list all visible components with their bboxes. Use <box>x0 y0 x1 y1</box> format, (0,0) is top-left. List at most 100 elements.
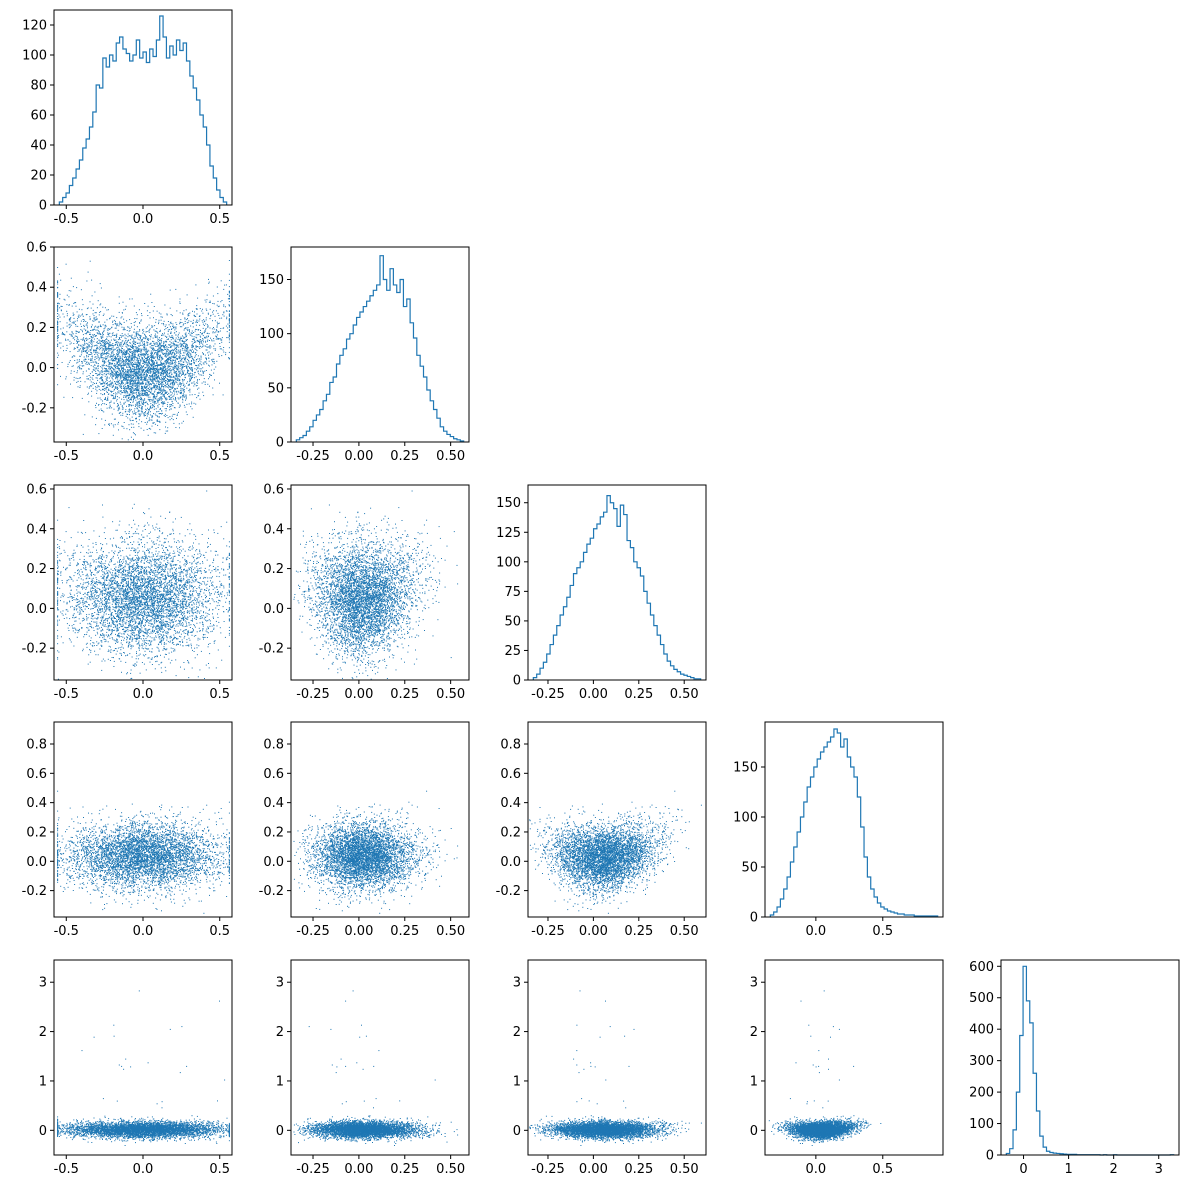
scatter-point <box>159 348 160 349</box>
scatter-point <box>172 323 173 324</box>
scatter-point <box>227 327 228 328</box>
scatter-point <box>216 329 217 330</box>
histogram-step-line <box>1006 966 1173 1155</box>
scatter-point <box>192 377 193 378</box>
scatter-point <box>201 343 202 344</box>
scatter-point <box>102 377 103 378</box>
scatter-point <box>163 377 164 378</box>
scatter-point <box>127 356 128 357</box>
scatter-point <box>172 384 173 385</box>
scatter-point <box>91 344 92 345</box>
scatter-point <box>159 357 160 358</box>
scatter-point <box>132 369 133 370</box>
y-tick-label: 25 <box>504 644 521 659</box>
scatter-point <box>105 420 106 421</box>
scatter-point <box>157 357 158 358</box>
scatter-point <box>90 354 91 355</box>
scatter-point <box>121 342 122 343</box>
scatter-point <box>125 391 126 392</box>
y-tick-label: 120 <box>22 19 47 34</box>
scatter-point <box>169 329 170 330</box>
scatter-point <box>71 331 72 332</box>
scatter-point <box>173 398 174 399</box>
scatter-point <box>121 348 122 349</box>
scatter-point <box>62 332 63 333</box>
scatter-point <box>180 358 181 359</box>
y-tick-label: 100 <box>22 49 47 64</box>
scatter-point <box>146 349 147 350</box>
scatter-point <box>71 373 72 374</box>
scatter-point <box>185 386 186 387</box>
scatter-point <box>91 342 92 343</box>
scatter-point <box>80 316 81 317</box>
scatter-point <box>132 411 133 412</box>
scatter-point <box>159 400 160 401</box>
scatter-point <box>166 337 167 338</box>
scatter-point <box>83 334 84 335</box>
scatter-point <box>152 326 153 327</box>
scatter-point <box>122 358 123 359</box>
scatter-point <box>139 339 140 340</box>
axes-frame <box>1001 960 1179 1155</box>
scatter-point <box>102 336 103 337</box>
y-tick-label: 0 <box>276 436 284 451</box>
scatter-point <box>131 376 132 377</box>
scatter-point <box>102 403 103 404</box>
scatter-point <box>93 366 94 367</box>
scatter-point <box>130 343 131 344</box>
scatter-point <box>224 285 225 286</box>
scatter-point <box>117 379 118 380</box>
scatter-point <box>63 350 64 351</box>
scatter-point <box>100 377 101 378</box>
scatter-point <box>167 402 168 403</box>
scatter-point <box>173 423 174 424</box>
scatter-point <box>173 385 174 386</box>
scatter-point <box>117 392 118 393</box>
scatter-point <box>192 371 193 372</box>
scatter-point <box>193 386 194 387</box>
y-tick-label: 80 <box>30 79 47 94</box>
scatter-point <box>116 384 117 385</box>
scatter-point <box>111 327 112 328</box>
scatter-point <box>194 381 195 382</box>
scatter-point <box>63 314 64 315</box>
scatter-point <box>89 375 90 376</box>
scatter-point <box>186 348 187 349</box>
scatter-point <box>170 344 171 345</box>
scatter-point <box>92 346 93 347</box>
histogram-panel-4: 01002003004005006000 1 2 3 <box>969 960 1179 1177</box>
scatter-point <box>104 322 105 323</box>
scatter-point <box>197 320 198 321</box>
scatter-point <box>105 376 106 377</box>
scatter-point <box>134 329 135 330</box>
scatter-point <box>229 339 230 340</box>
scatter-point <box>81 351 82 352</box>
scatter-point <box>215 316 216 317</box>
scatter-point <box>82 398 83 399</box>
scatter-point <box>137 326 138 327</box>
scatter-point <box>178 399 179 400</box>
scatter-point <box>88 272 89 273</box>
y-tick-label: 600 <box>969 960 994 975</box>
scatter-point <box>153 350 154 351</box>
scatter-point <box>86 332 87 333</box>
scatter-point <box>126 378 127 379</box>
scatter-point <box>92 379 93 380</box>
scatter-point <box>130 402 131 403</box>
scatter-point <box>207 384 208 385</box>
scatter-point <box>57 284 58 285</box>
scatter-point <box>89 342 90 343</box>
scatter-point <box>113 324 114 325</box>
scatter-point <box>221 348 222 349</box>
scatter-point <box>212 388 213 389</box>
scatter-point <box>207 295 208 296</box>
scatter-point <box>177 359 178 360</box>
x-tick-label: 0.00 <box>579 687 608 702</box>
scatter-point <box>189 313 190 314</box>
scatter-point <box>107 398 108 399</box>
scatter-point <box>96 403 97 404</box>
scatter-point <box>114 369 115 370</box>
scatter-point <box>118 382 119 383</box>
scatter-point <box>125 384 126 385</box>
scatter-point <box>150 388 151 389</box>
